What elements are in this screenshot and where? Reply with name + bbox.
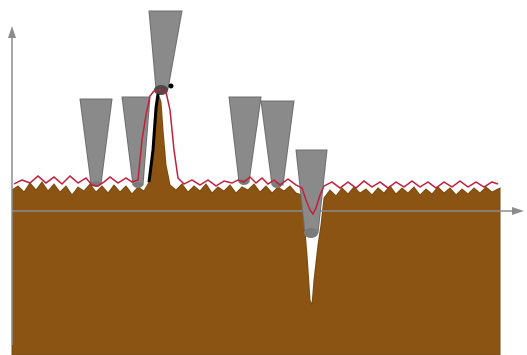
tip-4 bbox=[228, 96, 262, 185]
tip-3 bbox=[148, 10, 183, 95]
tip-1 bbox=[79, 98, 113, 187]
sample-surface bbox=[11, 95, 501, 355]
spike-contact-edge bbox=[147, 93, 160, 183]
arrow-up-icon bbox=[8, 26, 16, 38]
tip-2 bbox=[121, 96, 151, 188]
tip-5 bbox=[260, 100, 295, 188]
measured-trace bbox=[13, 89, 499, 216]
tip-6 bbox=[295, 149, 328, 238]
arrow-right-icon bbox=[512, 207, 524, 215]
tip-contact-point bbox=[168, 83, 174, 89]
